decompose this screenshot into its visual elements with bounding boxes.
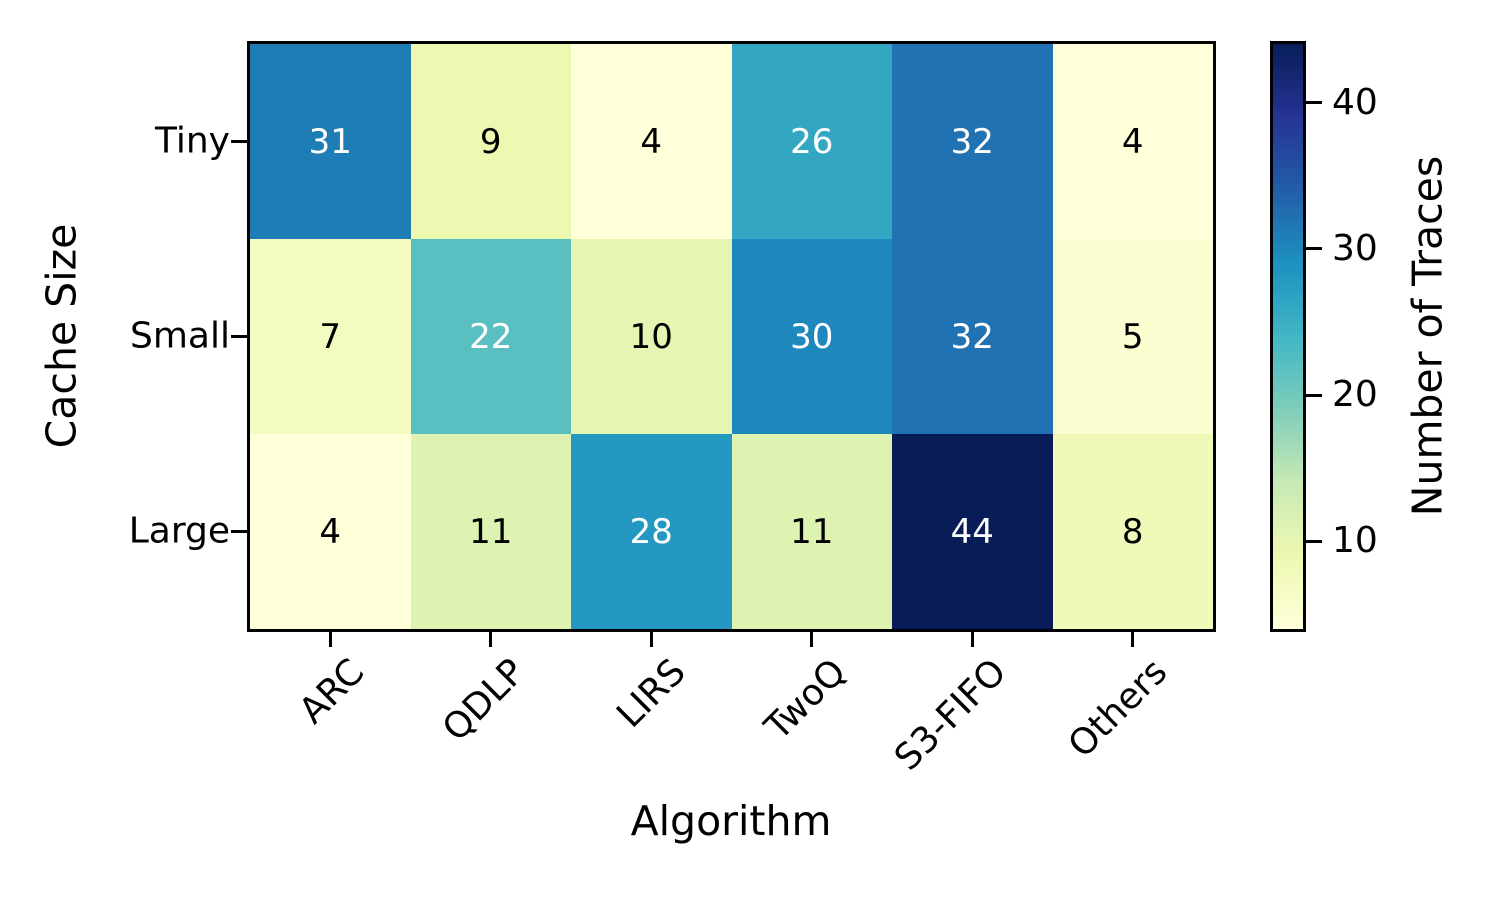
heatmap-cell-Large-QDLP: 11 <box>410 434 571 629</box>
heatmap-cells: 31 9 4 26 32 4 7 22 10 30 32 5 4 11 28 11 44 8 <box>250 44 1213 629</box>
colorbar-tick <box>1306 393 1322 397</box>
heatmap-cell-Large-LIRS: 28 <box>571 434 732 629</box>
heatmap-cell-Tiny-S3-FIFO: 32 <box>892 44 1053 239</box>
heatmap-cell-Large-ARC: 4 <box>250 434 411 629</box>
colorbar-title: Number of Traces <box>1403 155 1452 517</box>
y-tick-label-Small: Small <box>130 314 230 356</box>
x-tick <box>1131 631 1135 647</box>
heatmap-cell-Small-ARC: 7 <box>250 239 411 434</box>
y-tick-label-Large: Large <box>128 509 230 551</box>
colorbar-tick <box>1306 247 1322 251</box>
heatmap-cell-Tiny-LIRS: 4 <box>571 44 732 239</box>
y-tick <box>231 530 247 533</box>
colorbar-tick <box>1306 539 1322 543</box>
x-tick-label-Others: Others <box>1060 651 1176 766</box>
x-tick-label-ARC: ARC <box>291 651 373 732</box>
heatmap-cell-Small-TwoQ: 30 <box>731 239 892 434</box>
heatmap-cell-Tiny-QDLP: 9 <box>410 44 571 239</box>
colorbar-tick-label-40: 40 <box>1332 81 1378 123</box>
heatmap-cell-Tiny-Others: 4 <box>1052 44 1213 239</box>
heatmap-cell-Small-Others: 5 <box>1052 239 1213 434</box>
x-tick <box>810 631 814 647</box>
y-axis-title: Cache Size <box>37 223 86 449</box>
heatmap-cell-Large-TwoQ: 11 <box>731 434 892 629</box>
x-tick-label-LIRS: LIRS <box>609 651 694 736</box>
heatmap-cell-Tiny-TwoQ: 26 <box>731 44 892 239</box>
colorbar-tick-label-30: 30 <box>1332 227 1378 269</box>
colorbar-tick-label-20: 20 <box>1332 374 1378 416</box>
x-axis-title: Algorithm <box>630 797 832 845</box>
heatmap-cell-Small-LIRS: 10 <box>571 239 732 434</box>
y-tick <box>231 335 247 338</box>
colorbar-tick <box>1306 101 1322 104</box>
heatmap-cell-Large-S3-FIFO: 44 <box>892 434 1053 629</box>
heatmap-plot: 31 9 4 26 32 4 7 22 10 30 32 5 4 11 28 11 44 8 <box>247 41 1216 632</box>
y-tick <box>231 140 247 143</box>
heatmap-cell-Large-Others: 8 <box>1052 434 1213 629</box>
x-tick-label-QDLP: QDLP <box>434 651 534 750</box>
colorbar <box>1270 41 1306 632</box>
colorbar-tick-label-10: 10 <box>1332 520 1378 562</box>
colorbar-gradient <box>1273 44 1303 629</box>
heatmap-cell-Small-S3-FIFO: 32 <box>892 239 1053 434</box>
y-tick-label-Tiny: Tiny <box>154 119 230 161</box>
x-tick <box>328 631 332 647</box>
x-tick-label-TwoQ: TwoQ <box>757 651 855 749</box>
x-tick <box>970 631 974 647</box>
x-tick <box>649 631 653 647</box>
heatmap-cell-Tiny-ARC: 31 <box>250 44 411 239</box>
x-tick-label-S3-FIFO: S3-FIFO <box>887 651 1015 779</box>
heatmap-cell-Small-QDLP: 22 <box>410 239 571 434</box>
x-tick <box>489 631 493 647</box>
